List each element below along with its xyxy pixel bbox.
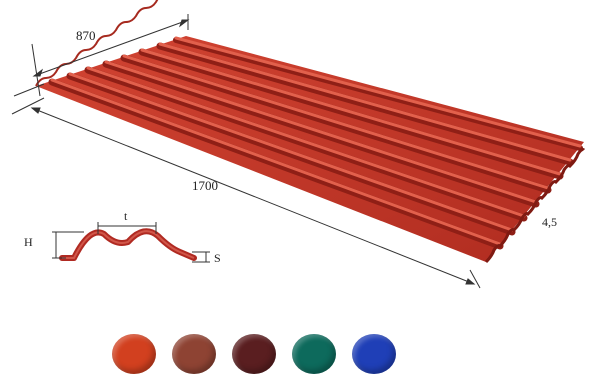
sheet-left-edge — [35, 0, 159, 87]
length-label: 1700 — [192, 178, 218, 193]
profile-thickness-label: S — [214, 251, 221, 265]
sheet-ridges — [48, 36, 583, 250]
width-label: 870 — [76, 28, 96, 43]
width-dimension — [11, 14, 190, 115]
color-swatch-brown — [172, 334, 216, 374]
color-swatch-red — [112, 334, 156, 374]
color-swatch-dark-brown — [232, 334, 276, 374]
profile-pitch-label: t — [124, 209, 128, 223]
color-swatches — [112, 332, 400, 376]
wave-count-label: 4,5 — [542, 215, 557, 229]
color-swatch-green — [292, 334, 336, 374]
profile-section — [52, 222, 210, 263]
length-dimension — [30, 107, 481, 289]
corrugated-sheet — [35, 0, 586, 264]
color-swatch-blue — [352, 334, 396, 374]
profile-height-label: H — [24, 235, 33, 249]
sheet-front-edge — [484, 148, 586, 264]
